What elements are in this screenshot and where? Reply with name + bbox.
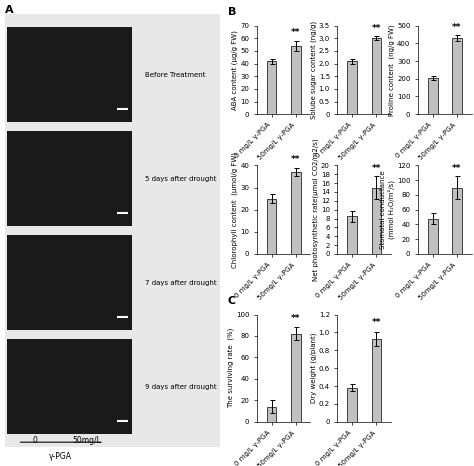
- FancyBboxPatch shape: [7, 235, 132, 330]
- Y-axis label: ABA content (μg/g FW): ABA content (μg/g FW): [232, 30, 238, 110]
- Text: **: **: [291, 28, 301, 37]
- Bar: [452, 187, 462, 254]
- Bar: [267, 199, 276, 254]
- Text: A: A: [5, 5, 13, 14]
- Text: B: B: [228, 7, 236, 17]
- Bar: [428, 78, 438, 114]
- Y-axis label: Solube sugar content (ng/g): Solube sugar content (ng/g): [310, 21, 317, 119]
- FancyBboxPatch shape: [7, 131, 132, 226]
- Text: **: **: [372, 318, 381, 327]
- Text: 50mg/L: 50mg/L: [72, 436, 101, 445]
- Y-axis label: Net photosynthetic rate(μmol CO2/m2/s): Net photosynthetic rate(μmol CO2/m2/s): [312, 138, 319, 281]
- Text: 0: 0: [33, 436, 37, 445]
- Bar: [291, 46, 301, 114]
- Y-axis label: Dry weight (g/plant): Dry weight (g/plant): [310, 333, 317, 404]
- Y-axis label: The surviving rate  (%): The surviving rate (%): [227, 328, 234, 408]
- Text: 9 days after drought: 9 days after drought: [145, 384, 217, 390]
- Text: **: **: [452, 23, 462, 32]
- Y-axis label: Chlorophyll content  (μmol/g FW): Chlorophyll content (μmol/g FW): [232, 152, 238, 267]
- Text: C: C: [228, 296, 236, 306]
- Bar: [372, 38, 381, 114]
- FancyBboxPatch shape: [7, 339, 132, 434]
- Bar: [291, 334, 301, 422]
- Text: **: **: [372, 24, 381, 33]
- Bar: [452, 38, 462, 114]
- Bar: [291, 172, 301, 254]
- Text: **: **: [372, 164, 381, 173]
- Bar: [372, 187, 381, 254]
- FancyBboxPatch shape: [7, 27, 132, 122]
- Bar: [347, 61, 357, 114]
- Bar: [267, 61, 276, 114]
- Bar: [267, 407, 276, 422]
- Text: 7 days after drought: 7 days after drought: [145, 280, 217, 286]
- Bar: [372, 339, 381, 422]
- Text: **: **: [291, 155, 301, 164]
- Y-axis label: Stomatal conductance
(mmol H₂O/m²/s): Stomatal conductance (mmol H₂O/m²/s): [380, 171, 395, 249]
- Text: **: **: [452, 164, 462, 173]
- Text: Before Treatment: Before Treatment: [145, 72, 205, 78]
- Text: γ-PGA: γ-PGA: [49, 452, 73, 461]
- Bar: [428, 219, 438, 254]
- Text: 5 days after drought: 5 days after drought: [145, 176, 217, 182]
- Bar: [347, 388, 357, 422]
- Y-axis label: Proline content  (ng/g FW): Proline content (ng/g FW): [388, 24, 395, 116]
- Text: **: **: [291, 314, 301, 323]
- Bar: [347, 216, 357, 254]
